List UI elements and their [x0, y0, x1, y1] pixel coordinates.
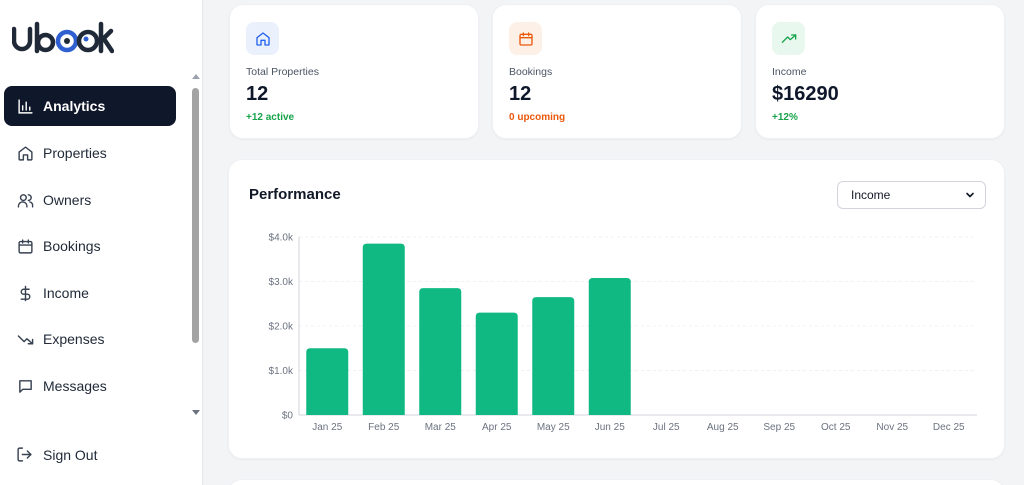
bar[interactable] [362, 243, 405, 415]
sidebar: Analytics Properties Owners Bookings Inc… [0, 0, 203, 485]
stat-label: Income [772, 66, 807, 78]
stat-card-bookings: Bookings 12 0 upcoming [492, 4, 742, 139]
bar[interactable] [419, 288, 462, 415]
sign-out-label: Sign Out [43, 447, 98, 463]
bar-chart-icon [16, 97, 34, 115]
performance-title: Performance [249, 186, 341, 203]
y-tick-label: $2.0k [269, 322, 294, 333]
stat-value: 12 [509, 83, 532, 105]
trending-up-icon [772, 22, 805, 55]
y-tick-label: $0 [282, 411, 294, 422]
sidebar-scrollbar[interactable] [191, 74, 201, 419]
x-tick-label: May 25 [537, 422, 570, 433]
sidebar-item-label: Income [43, 285, 89, 301]
sidebar-item-label: Expenses [43, 331, 105, 347]
dollar-icon [16, 284, 34, 302]
scroll-up-arrow-icon[interactable] [192, 74, 200, 79]
sidebar-item-label: Bookings [43, 238, 101, 254]
sidebar-item-analytics[interactable]: Analytics [4, 86, 176, 126]
scrollbar-thumb[interactable] [192, 88, 199, 343]
stat-card-total-properties: Total Properties 12 +12 active [229, 4, 479, 139]
sidebar-item-expenses[interactable]: Expenses [4, 319, 176, 359]
bar[interactable] [588, 277, 631, 415]
x-tick-label: Aug 25 [707, 422, 739, 433]
y-tick-label: $1.0k [269, 366, 294, 377]
stat-value: $16290 [772, 83, 839, 105]
bar[interactable] [532, 297, 575, 415]
sign-out-button[interactable]: Sign Out [4, 435, 176, 475]
bar[interactable] [475, 312, 518, 415]
sidebar-item-bookings[interactable]: Bookings [4, 226, 176, 266]
stat-subtext: +12 active [246, 112, 295, 123]
x-tick-label: Dec 25 [933, 422, 965, 433]
sign-out-icon [16, 446, 34, 464]
ubook-logo[interactable] [12, 20, 114, 56]
sidebar-item-owners[interactable]: Owners [4, 180, 176, 220]
x-tick-label: Oct 25 [821, 422, 851, 433]
x-tick-label: Jul 25 [653, 422, 680, 433]
x-tick-label: Sep 25 [763, 422, 795, 433]
performance-card: Performance Income $0 $1.0k $2.0k $3.0k $4.0… [228, 159, 1005, 459]
sidebar-item-properties[interactable]: Properties [4, 133, 176, 173]
sidebar-item-label: Properties [43, 145, 107, 161]
scroll-down-arrow-icon[interactable] [192, 410, 200, 415]
chevron-down-icon [966, 192, 974, 198]
sidebar-item-label: Messages [43, 378, 107, 394]
metric-select[interactable]: Income [837, 181, 986, 209]
y-tick-label: $4.0k [269, 233, 294, 244]
bar[interactable] [306, 348, 349, 415]
stat-value: 12 [246, 83, 269, 105]
trending-down-icon [16, 330, 34, 348]
message-icon [16, 377, 34, 395]
sidebar-item-label: Owners [43, 192, 92, 208]
x-tick-label: Nov 25 [876, 422, 908, 433]
x-tick-label: Jun 25 [595, 422, 625, 433]
users-icon [16, 191, 34, 209]
x-tick-label: Jan 25 [312, 422, 342, 433]
metric-select-value: Income [851, 188, 891, 202]
stat-subtext: 0 upcoming [509, 112, 566, 123]
x-tick-label: Apr 25 [482, 422, 512, 433]
y-tick-label: $3.0k [269, 277, 294, 288]
stat-subtext: +12% [772, 112, 798, 123]
sidebar-item-income[interactable]: Income [4, 273, 176, 313]
performance-bar-chart: $0 $1.0k $2.0k $3.0k $4.0k Jan 25 Feb 25 Mar 25… [269, 233, 977, 433]
x-tick-label: Feb 25 [368, 422, 400, 433]
sidebar-item-messages[interactable]: Messages [4, 366, 176, 406]
sidebar-item-label: Analytics [43, 98, 106, 114]
secondary-card [228, 479, 1005, 485]
stat-label: Total Properties [246, 66, 319, 78]
calendar-icon [509, 22, 542, 55]
calendar-icon [16, 237, 34, 255]
stat-card-income: Income $16290 +12% [755, 4, 1005, 139]
x-tick-label: Mar 25 [425, 422, 457, 433]
stat-label: Bookings [509, 66, 553, 78]
home-icon [16, 144, 34, 162]
home-icon [246, 22, 279, 55]
